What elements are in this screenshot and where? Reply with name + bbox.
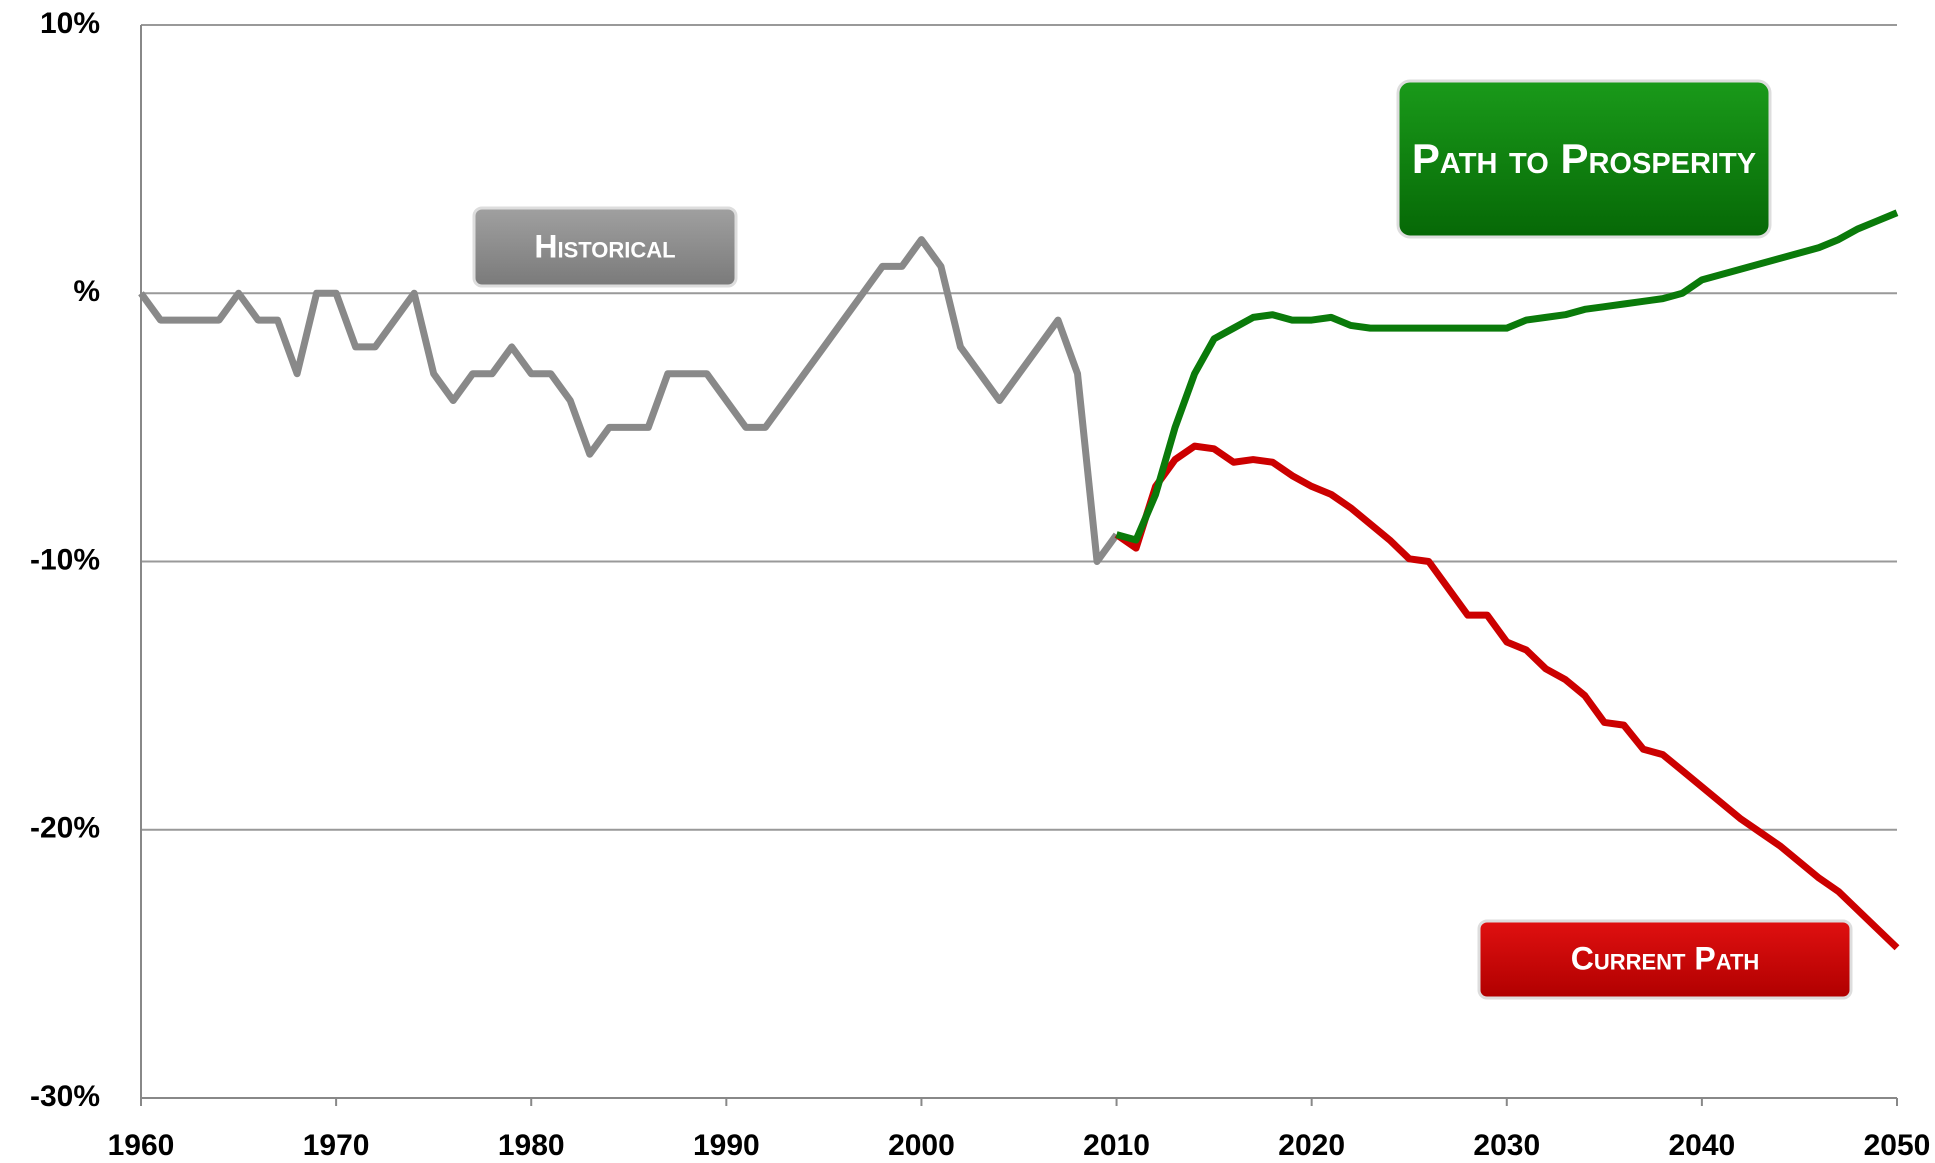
y-tick-label: -10% xyxy=(30,543,100,576)
x-tick-label: 2030 xyxy=(1473,1129,1540,1162)
series-line xyxy=(1114,442,1900,951)
x-tick-label: 2040 xyxy=(1669,1129,1736,1162)
x-tick-label: 2020 xyxy=(1278,1129,1345,1162)
label-historical: Historical xyxy=(472,206,738,288)
x-tick-label: 2000 xyxy=(888,1129,955,1162)
x-tick-label: 2010 xyxy=(1083,1129,1150,1162)
x-tick-label: 1970 xyxy=(303,1129,370,1162)
y-tick-label: % xyxy=(73,275,100,308)
y-tick-label: -30% xyxy=(30,1080,100,1113)
series-label: Current Path xyxy=(1571,940,1760,976)
y-tick-label: 10% xyxy=(40,7,100,40)
x-tick-label: 1980 xyxy=(498,1129,565,1162)
x-tick-label: 1990 xyxy=(693,1129,760,1162)
x-tick-label: 1960 xyxy=(108,1129,175,1162)
series-line xyxy=(138,236,1120,565)
series-label: Historical xyxy=(534,228,675,264)
y-tick-label: -20% xyxy=(30,812,100,845)
x-tick-label: 2050 xyxy=(1864,1129,1931,1162)
label-prosperity: Path to Prosperity xyxy=(1396,79,1772,239)
label-current: Current Path xyxy=(1477,919,1853,1000)
series-line xyxy=(1115,209,1899,544)
series-label: Path to Prosperity xyxy=(1411,135,1757,182)
